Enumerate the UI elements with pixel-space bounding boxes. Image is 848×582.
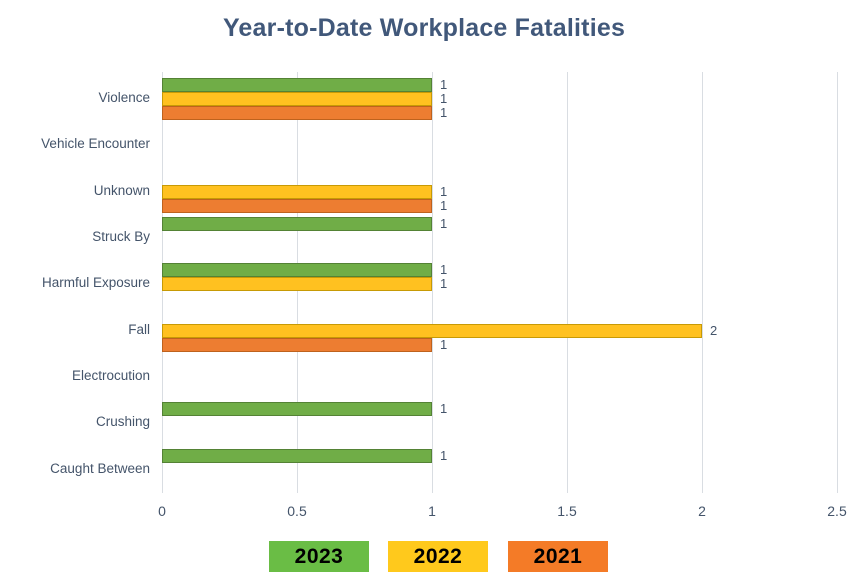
bar-2023 <box>162 448 432 463</box>
legend-item-2023: 2023 <box>269 541 369 572</box>
legend-item-2021: 2021 <box>508 541 608 572</box>
x-tick-label: 0 <box>158 503 166 519</box>
bar-2021 <box>162 337 432 352</box>
bar-value-label: 1 <box>440 105 448 121</box>
bar-2022 <box>162 323 702 338</box>
bar-2022 <box>162 184 432 199</box>
bar-value-label: 1 <box>440 262 448 278</box>
chart-title: Year-to-Date Workplace Fatalities <box>222 14 626 42</box>
bar-2021 <box>162 198 432 213</box>
gridline <box>567 72 568 493</box>
x-tick-label: 0.5 <box>287 503 307 519</box>
gridline <box>702 72 703 493</box>
bar-2022 <box>162 277 432 292</box>
bar-value-label: 1 <box>440 197 448 213</box>
x-tick-label: 1.5 <box>557 503 577 519</box>
gridline <box>432 72 433 493</box>
bar-2023 <box>162 402 432 417</box>
bar-value-label: 2 <box>710 322 718 338</box>
x-tick-label: 1 <box>428 503 436 519</box>
legend: 2023 2022 2021 <box>0 541 848 572</box>
category-label: Unknown <box>93 182 150 198</box>
bar-2021 <box>162 106 432 121</box>
bar-2022 <box>162 92 432 107</box>
category-label: Caught Between <box>50 460 150 476</box>
category-label: Crushing <box>95 414 150 430</box>
bar-2023 <box>162 263 432 278</box>
bar-value-label: 1 <box>440 183 448 199</box>
bar-value-label: 1 <box>440 447 448 463</box>
x-tick-label: 2 <box>698 503 706 519</box>
category-label: Harmful Exposure <box>41 275 150 291</box>
bar-value-label: 1 <box>440 77 448 93</box>
category-label: Vehicle Encounter <box>41 136 150 152</box>
bar-value-label: 1 <box>440 91 448 107</box>
bar-2023 <box>162 78 432 93</box>
bar-value-label: 1 <box>440 336 448 352</box>
category-label: Fall <box>128 321 150 337</box>
bar-value-label: 1 <box>440 401 448 417</box>
bar-value-label: 1 <box>440 276 448 292</box>
bar-2023 <box>162 217 432 232</box>
legend-item-2022: 2022 <box>388 541 488 572</box>
category-label: Violence <box>98 90 150 106</box>
category-label: Struck By <box>92 229 150 245</box>
gridline <box>837 72 838 493</box>
x-tick-label: 2.5 <box>827 503 847 519</box>
bar-value-label: 1 <box>440 216 448 232</box>
category-label: Electrocution <box>71 367 150 383</box>
